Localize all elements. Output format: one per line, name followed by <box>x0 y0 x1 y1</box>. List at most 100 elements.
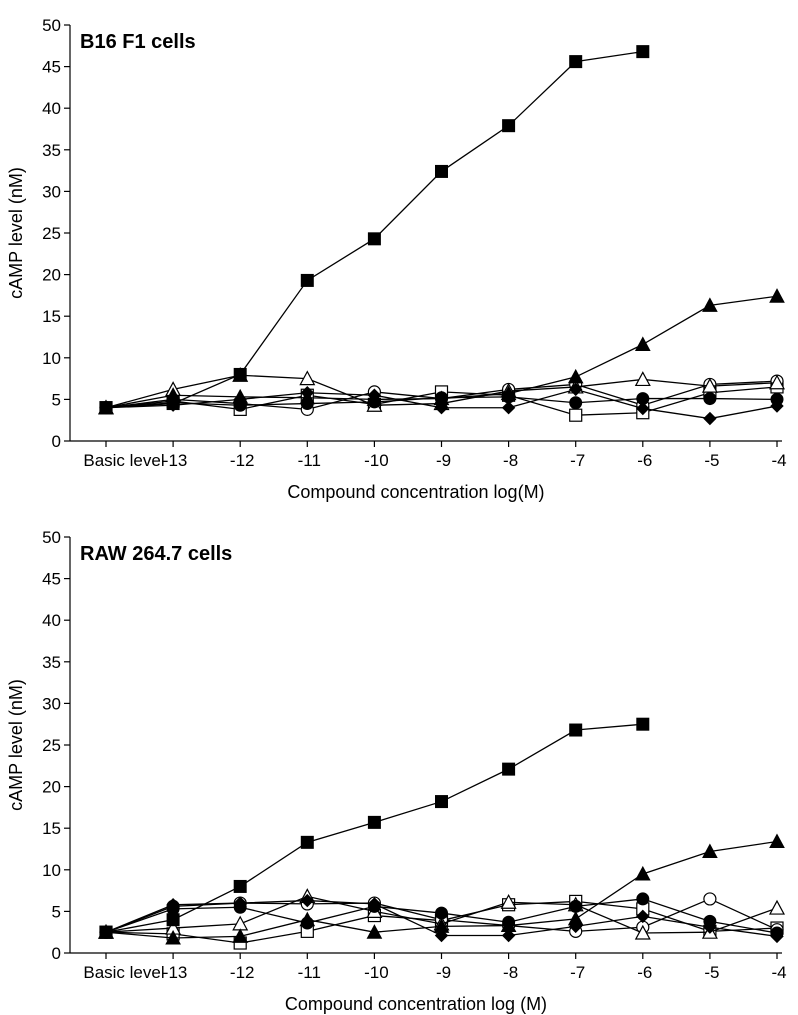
x-tick-label: -12 <box>230 963 255 982</box>
data-point <box>232 915 249 931</box>
y-tick-label: 0 <box>52 432 61 451</box>
data-point <box>233 367 247 381</box>
x-tick-label: -13 <box>163 963 188 982</box>
data-point <box>367 815 381 829</box>
data-point <box>634 924 651 940</box>
data-point <box>636 892 650 906</box>
data-point <box>569 408 583 422</box>
data-point <box>300 893 315 908</box>
y-tick-label: 10 <box>42 349 61 368</box>
x-tick-label: Basic level <box>83 963 164 982</box>
data-point <box>500 917 517 933</box>
data-point <box>99 925 113 939</box>
data-point <box>634 371 651 387</box>
series-filled-square <box>99 45 650 415</box>
x-tick-label: -10 <box>364 451 389 470</box>
data-point <box>435 795 448 809</box>
x-tick-label: -7 <box>570 963 585 982</box>
data-point <box>567 910 584 926</box>
data-point <box>299 389 316 405</box>
data-point <box>366 924 383 939</box>
data-point <box>702 297 718 312</box>
chart-title: RAW 264.7 cells <box>80 543 232 565</box>
data-point <box>703 392 717 406</box>
data-point <box>500 385 517 401</box>
y-tick-label: 15 <box>42 307 61 326</box>
x-tick-label: -6 <box>637 963 652 982</box>
x-tick-label: -12 <box>230 451 255 470</box>
data-point <box>569 396 583 410</box>
data-point <box>165 929 181 945</box>
series-line <box>105 50 643 409</box>
y-tick-label: 20 <box>42 266 61 285</box>
x-tick-label: -9 <box>436 451 451 470</box>
x-tick-label: -11 <box>298 451 321 470</box>
y-tick-label: 30 <box>42 182 61 201</box>
y-tick-label: 0 <box>52 944 61 963</box>
data-point <box>703 914 717 928</box>
y-tick-label: 15 <box>42 819 61 838</box>
chart-panel: 0 5 10 15 20 25 30 35 40 45 50 Basic level-13 -12 -11… <box>6 528 787 1014</box>
series-filled-triangle <box>98 833 785 945</box>
data-point <box>433 390 450 406</box>
data-point <box>770 392 784 406</box>
y-tick-label: 5 <box>52 390 61 409</box>
data-point <box>233 879 247 893</box>
data-point <box>702 843 718 858</box>
series-filled-triangle <box>98 288 785 415</box>
data-point <box>435 906 448 920</box>
x-tick-label: -10 <box>364 963 389 982</box>
data-point <box>232 388 249 404</box>
x-tick-label: -7 <box>570 451 585 470</box>
x-tick-label: -9 <box>436 963 451 982</box>
x-tick-label: Basic level <box>83 451 164 470</box>
data-point <box>300 835 314 849</box>
data-point <box>703 892 717 906</box>
data-point <box>636 401 650 416</box>
data-point <box>299 370 316 386</box>
x-tick-label: -13 <box>163 451 188 470</box>
data-point <box>502 762 516 776</box>
data-point <box>501 928 516 943</box>
data-point <box>568 382 583 397</box>
data-point <box>232 928 249 943</box>
data-point <box>233 900 247 914</box>
data-point <box>500 893 517 909</box>
y-tick-label: 5 <box>52 902 61 921</box>
data-point <box>636 909 650 924</box>
y-tick-label: 25 <box>42 736 61 755</box>
y-tick-label: 35 <box>42 653 61 672</box>
data-point <box>367 899 381 913</box>
x-tick-label: -6 <box>637 451 652 470</box>
x-tick-label: -4 <box>771 451 786 470</box>
x-axis-label: Compound concentration log(M) <box>287 482 544 502</box>
x-tick-label: -8 <box>503 963 518 982</box>
x-tick-label: -4 <box>771 963 786 982</box>
series-filled-square <box>99 717 650 939</box>
data-point <box>501 401 516 415</box>
data-point <box>703 411 717 426</box>
data-point <box>768 899 786 915</box>
data-point <box>366 391 383 406</box>
y-tick-label: 30 <box>42 694 61 713</box>
y-tick-label: 45 <box>42 570 61 589</box>
chart-title: B16 F1 cells <box>80 31 196 53</box>
y-tick-label: 50 <box>42 528 61 547</box>
y-tick-label: 45 <box>42 58 61 77</box>
data-point <box>435 164 448 178</box>
data-point <box>636 45 650 59</box>
data-point <box>770 926 784 940</box>
data-point <box>634 336 651 351</box>
y-tick-label: 25 <box>42 224 61 243</box>
data-point <box>367 232 381 246</box>
x-axis-label: Compound concentration log (M) <box>285 994 547 1014</box>
x-tick-label: -5 <box>704 963 719 982</box>
data-point <box>99 401 113 415</box>
data-point <box>299 911 316 927</box>
data-point <box>634 865 651 881</box>
y-tick-label: 40 <box>42 611 61 630</box>
data-point <box>636 392 650 406</box>
data-point <box>166 902 180 916</box>
y-tick-label: 50 <box>42 16 61 35</box>
